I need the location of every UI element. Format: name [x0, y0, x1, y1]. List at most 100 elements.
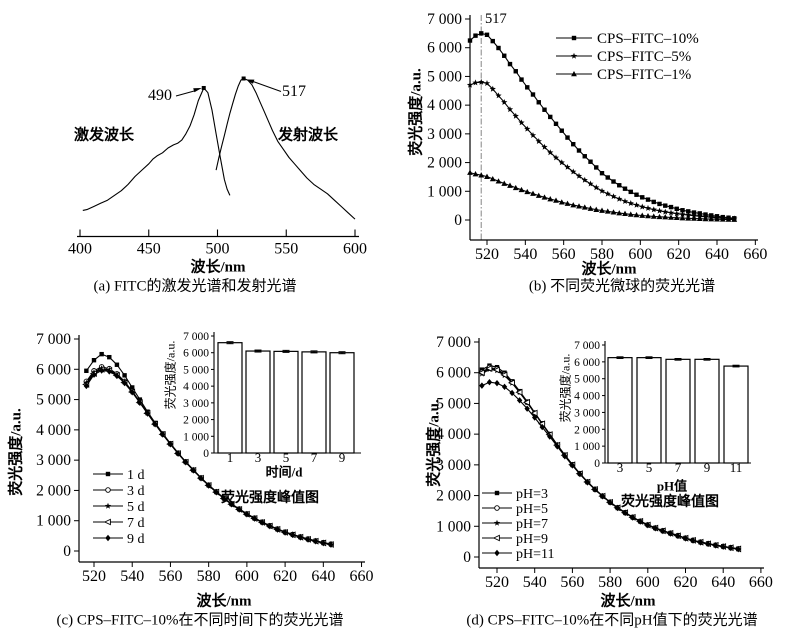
panel-c-legend-label-4: 9 d — [127, 532, 145, 547]
svg-text:620: 620 — [674, 574, 698, 591]
svg-text:5 000: 5 000 — [436, 395, 471, 412]
svg-text:660: 660 — [749, 574, 773, 591]
svg-text:7: 7 — [675, 460, 682, 475]
svg-text:2 000: 2 000 — [183, 415, 209, 427]
svg-text:11: 11 — [730, 460, 743, 475]
svg-text:540: 540 — [513, 246, 537, 263]
svg-text:3 000: 3 000 — [427, 126, 462, 143]
svg-text:5 000: 5 000 — [574, 374, 600, 386]
svg-text:520: 520 — [475, 246, 499, 263]
svg-text:5 000: 5 000 — [183, 364, 209, 376]
svg-text:600: 600 — [235, 568, 259, 585]
panel-d-legend-label-4: pH=11 — [516, 547, 555, 562]
svg-text:640: 640 — [711, 574, 735, 591]
svg-text:3 000: 3 000 — [574, 407, 600, 419]
panel-d-plot: 0 1 000 2 000 3 000 4 000 5 000 6 000 7 000 520 5… — [436, 334, 773, 591]
svg-text:6 000: 6 000 — [183, 348, 209, 360]
svg-text:550: 550 — [274, 241, 298, 258]
svg-text:4 000: 4 000 — [36, 422, 71, 439]
panel-d-inset: 0 1 000 2 000 3 000 4 000 5 000 6 000 7 000 3 5 7 9… — [574, 340, 751, 475]
svg-text:560: 560 — [560, 574, 584, 591]
svg-text:3: 3 — [255, 450, 262, 465]
svg-text:600: 600 — [343, 241, 367, 258]
svg-text:5 000: 5 000 — [427, 68, 462, 85]
panel-b-legend-label-1: CPS–FITC–5% — [597, 49, 691, 65]
svg-text:520: 520 — [485, 574, 509, 591]
panel-b-legend-label-2: CPS–FITC–1% — [597, 67, 691, 83]
svg-text:560: 560 — [552, 246, 576, 263]
svg-text:7 000: 7 000 — [36, 331, 71, 348]
panel-b-plot: 0 1 000 2 000 3 000 4 000 5 000 6 000 7 000 520 5… — [427, 11, 767, 263]
svg-text:4 000: 4 000 — [427, 97, 462, 114]
svg-text:620: 620 — [667, 246, 691, 263]
svg-text:600: 600 — [636, 574, 660, 591]
svg-text:660: 660 — [350, 568, 374, 585]
svg-text:1 000: 1 000 — [183, 431, 209, 443]
svg-text:6 000: 6 000 — [36, 361, 71, 378]
svg-text:1 000: 1 000 — [436, 518, 471, 535]
svg-text:0: 0 — [454, 212, 462, 229]
svg-text:400: 400 — [68, 241, 92, 258]
svg-text:4 000: 4 000 — [436, 426, 471, 443]
svg-text:1 000: 1 000 — [427, 183, 462, 200]
panel-d-legend-label-2: pH=7 — [516, 517, 548, 532]
svg-text:520: 520 — [82, 568, 106, 585]
svg-text:4 000: 4 000 — [183, 381, 209, 393]
svg-text:3 000: 3 000 — [183, 398, 209, 410]
panel-c-legend-label-3: 7 d — [127, 516, 145, 531]
svg-text:4 000: 4 000 — [574, 391, 600, 403]
svg-text:9: 9 — [704, 460, 711, 475]
svg-text:540: 540 — [120, 568, 144, 585]
svg-text:0: 0 — [63, 543, 71, 560]
svg-text:620: 620 — [273, 568, 297, 585]
svg-text:2 000: 2 000 — [427, 155, 462, 172]
svg-text:660: 660 — [743, 246, 767, 263]
panel-c-legend-label-1: 3 d — [127, 484, 145, 499]
svg-text:450: 450 — [137, 241, 161, 258]
svg-text:3: 3 — [617, 460, 624, 475]
panel-c-legend-label-0: 1 d — [127, 468, 145, 483]
svg-text:1 000: 1 000 — [36, 513, 71, 530]
svg-text:5 000: 5 000 — [36, 392, 71, 409]
svg-text:0: 0 — [594, 458, 600, 470]
panel-a-plot: 400 450 500 550 600 — [68, 76, 367, 258]
svg-text:2 000: 2 000 — [574, 424, 600, 436]
svg-text:6 000: 6 000 — [427, 40, 462, 57]
svg-text:7 000: 7 000 — [436, 334, 471, 351]
panel-c-plot: 0 1 000 2 000 3 000 4 000 5 000 6 000 7 000 520 5… — [36, 331, 373, 585]
svg-text:0: 0 — [203, 448, 209, 460]
svg-text:580: 580 — [598, 574, 622, 591]
panel-b-legend-label-0: CPS–FITC–10% — [597, 31, 699, 47]
panel-c-inset: 0 1 000 2 000 3 000 4 000 5 000 6 000 7 000 1 3 5 7… — [183, 331, 361, 465]
svg-text:6 000: 6 000 — [574, 357, 600, 369]
svg-text:2 000: 2 000 — [36, 482, 71, 499]
svg-text:9: 9 — [339, 450, 346, 465]
svg-text:0: 0 — [463, 549, 471, 566]
svg-text:1 000: 1 000 — [574, 441, 600, 453]
svg-text:1: 1 — [227, 450, 234, 465]
svg-text:540: 540 — [523, 574, 547, 591]
svg-text:3 000: 3 000 — [436, 457, 471, 474]
svg-text:6 000: 6 000 — [436, 365, 471, 382]
svg-text:640: 640 — [311, 568, 335, 585]
svg-text:2 000: 2 000 — [436, 488, 471, 505]
svg-text:5: 5 — [283, 450, 290, 465]
panel-c-legend-label-2: 5 d — [127, 500, 145, 515]
svg-text:3 000: 3 000 — [36, 452, 71, 469]
panel-d-legend-label-1: pH=5 — [516, 502, 548, 517]
svg-text:580: 580 — [197, 568, 221, 585]
panel-d-legend-label-0: pH=3 — [516, 487, 548, 502]
svg-text:560: 560 — [158, 568, 182, 585]
svg-text:7 000: 7 000 — [427, 11, 462, 28]
svg-text:600: 600 — [628, 246, 652, 263]
svg-text:5: 5 — [646, 460, 653, 475]
svg-text:7 000: 7 000 — [183, 331, 209, 343]
panel-d-legend-label-3: pH=9 — [516, 532, 548, 547]
svg-text:580: 580 — [590, 246, 614, 263]
svg-text:640: 640 — [705, 246, 729, 263]
svg-text:7 000: 7 000 — [574, 340, 600, 352]
svg-text:500: 500 — [206, 241, 230, 258]
svg-text:7: 7 — [311, 450, 318, 465]
